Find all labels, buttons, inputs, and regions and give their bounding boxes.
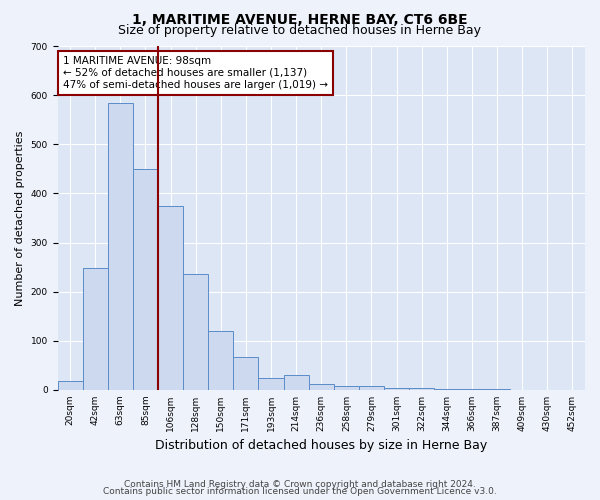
Bar bbox=[259, 378, 284, 390]
Text: Contains HM Land Registry data © Crown copyright and database right 2024.: Contains HM Land Registry data © Crown c… bbox=[124, 480, 476, 489]
X-axis label: Distribution of detached houses by size in Herne Bay: Distribution of detached houses by size … bbox=[155, 440, 487, 452]
Bar bbox=[384, 388, 409, 390]
Text: 1, MARITIME AVENUE, HERNE BAY, CT6 6BE: 1, MARITIME AVENUE, HERNE BAY, CT6 6BE bbox=[132, 12, 468, 26]
Text: 1 MARITIME AVENUE: 98sqm
← 52% of detached houses are smaller (1,137)
47% of sem: 1 MARITIME AVENUE: 98sqm ← 52% of detach… bbox=[63, 56, 328, 90]
Text: Contains public sector information licensed under the Open Government Licence v3: Contains public sector information licen… bbox=[103, 487, 497, 496]
Bar bbox=[460, 389, 485, 390]
Bar bbox=[233, 356, 259, 390]
Bar bbox=[133, 169, 158, 390]
Bar bbox=[434, 389, 460, 390]
Bar bbox=[208, 331, 233, 390]
Bar bbox=[83, 268, 108, 390]
Bar bbox=[158, 206, 183, 390]
Bar bbox=[409, 388, 434, 390]
Bar bbox=[58, 381, 83, 390]
Bar bbox=[183, 274, 208, 390]
Text: Size of property relative to detached houses in Herne Bay: Size of property relative to detached ho… bbox=[119, 24, 482, 37]
Bar bbox=[284, 375, 309, 390]
Bar bbox=[108, 102, 133, 390]
Bar bbox=[359, 386, 384, 390]
Y-axis label: Number of detached properties: Number of detached properties bbox=[15, 130, 25, 306]
Bar bbox=[309, 384, 334, 390]
Bar bbox=[334, 386, 359, 390]
